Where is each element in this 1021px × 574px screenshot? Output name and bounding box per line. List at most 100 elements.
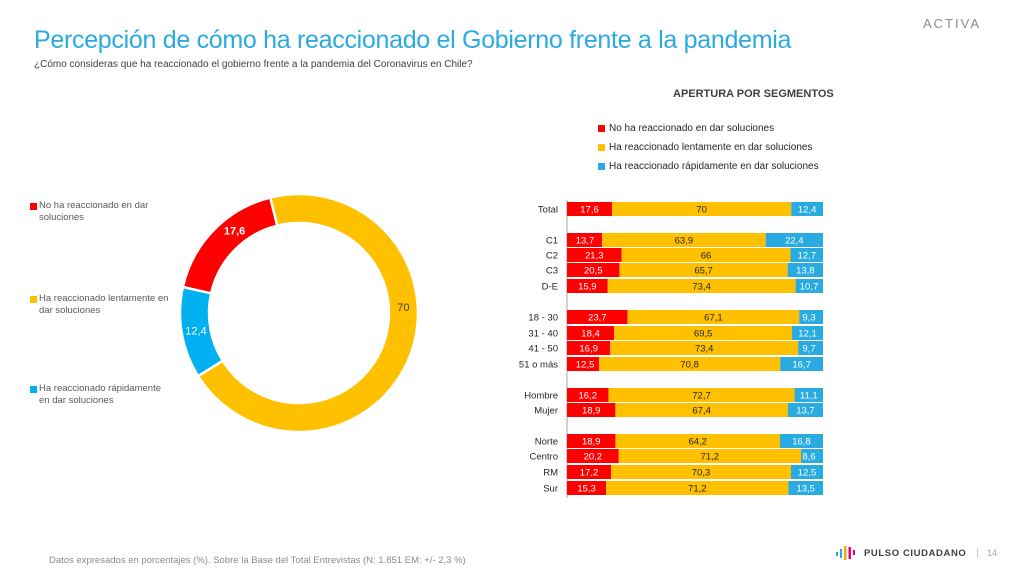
bar-value-label: 65,7 [694, 266, 713, 277]
bar-segment-lentamente [608, 388, 795, 402]
category-label: Mujer [534, 406, 558, 417]
bar-segment-rapidamente [794, 388, 823, 402]
stacked-bar-chart: Total 17,6 70 12,4 C1 13,7 63,9 22,4 C2 21,3 66 12,… [519, 200, 823, 498]
bar-value-label: 22,4 [785, 236, 804, 247]
legend-item-rapidamente: Ha reaccionado rápidamente en dar soluci… [30, 383, 170, 407]
legend-item-lentamente: Ha reaccionado lentamente en dar solucio… [598, 141, 819, 154]
legend-label: Ha reaccionado lentamente en dar solucio… [39, 293, 169, 316]
bar-value-label: 11,1 [800, 391, 818, 402]
bar-value-label: 73,4 [695, 344, 714, 355]
bar-segment-rapidamente [799, 310, 823, 324]
bar-value-label: 12,4 [798, 205, 817, 216]
bar-segment-lentamente [602, 233, 766, 247]
legend-item-no-reacciona: No ha reaccionado en dar soluciones [598, 122, 819, 135]
bar-value-label: 64,2 [688, 437, 707, 448]
bar-segment-lentamente [618, 449, 801, 463]
bar-segment-lentamente [607, 279, 796, 293]
bar-value-label: 70 [696, 205, 707, 216]
bar-value-label: 8,6 [802, 452, 815, 463]
bar-value-label: 63,9 [675, 236, 694, 247]
page-number: 14 [987, 548, 998, 558]
category-label: 18 - 30 [528, 313, 558, 324]
category-label: 41 - 50 [528, 344, 558, 355]
bar-value-label: 21,3 [585, 251, 604, 262]
bar-value-label: 15,9 [578, 282, 597, 293]
bar-value-label: 13,7 [576, 236, 595, 247]
bar-segment-rapidamente [790, 248, 823, 262]
donut-value-label: 17,6 [224, 226, 245, 238]
category-label: 51 o más [519, 360, 558, 371]
bar-value-label: 13,8 [796, 266, 815, 277]
bar-segment-rapidamente [787, 263, 823, 277]
page-title: Percepción de cómo ha reaccionado el Gob… [34, 26, 792, 54]
bar-segment-rapidamente [779, 434, 823, 448]
bar-legend: No ha reaccionado en dar soluciones Ha r… [598, 122, 819, 179]
bar-segment-lentamente [612, 202, 792, 216]
bar-segment-no-reacciona [567, 310, 628, 324]
bar-value-label: 12,5 [576, 360, 595, 371]
pulso-ciudadano-text: PULSO CIUDADANO [864, 547, 967, 559]
category-label: Total [538, 205, 558, 216]
bar-value-label: 12,7 [797, 251, 816, 262]
legend-swatch-yellow [30, 296, 37, 303]
bar-value-label: 16,7 [792, 360, 811, 371]
bar-segment-lentamente [621, 248, 791, 262]
category-label: Sur [543, 484, 558, 495]
bar-value-label: 69,5 [694, 329, 713, 340]
category-label: C3 [546, 266, 558, 277]
bar-value-label: 18,9 [582, 437, 601, 448]
bar-value-label: 10,7 [800, 282, 819, 293]
bar-segment-no-reacciona [567, 248, 622, 262]
bar-value-label: 73,4 [692, 282, 711, 293]
bar-segment-lentamente [614, 326, 793, 340]
bar-segment-no-reacciona [567, 279, 608, 293]
bar-value-label: 16,9 [579, 344, 598, 355]
bar-value-label: 66 [701, 251, 712, 262]
legend-swatch-blue [30, 386, 37, 393]
activa-logo: ACTIVA [923, 16, 981, 31]
bar-segment-no-reacciona [567, 449, 619, 463]
bar-segment-lentamente [611, 465, 791, 479]
bar-segment-lentamente [606, 481, 789, 495]
category-label: D-E [542, 282, 558, 293]
category-label: Norte [535, 437, 558, 448]
bar-value-label: 23,7 [588, 313, 607, 324]
legend-swatch-blue [598, 163, 605, 170]
bar-value-label: 15,3 [577, 484, 596, 495]
category-label: C2 [546, 251, 558, 262]
bar-value-label: 16,2 [578, 391, 597, 402]
bar-segment-rapidamente [791, 465, 823, 479]
legend-label: Ha reaccionado lentamente en dar solucio… [609, 142, 813, 153]
bar-value-label: 67,1 [704, 313, 723, 324]
bar-segment-no-reacciona [567, 465, 612, 479]
bar-segment-rapidamente [791, 202, 823, 216]
donut-slice-no-reacciona [181, 196, 279, 295]
legend-item-lentamente: Ha reaccionado lentamente en dar solucio… [30, 293, 170, 317]
bar-segment-no-reacciona [567, 403, 616, 417]
bar-value-label: 17,6 [580, 205, 599, 216]
bar-segment-rapidamente [787, 403, 823, 417]
pulso-ciudadano-logo: PULSO CIUDADANO | 14 [836, 546, 997, 560]
category-label: RM [543, 468, 558, 479]
bar-segment-lentamente [610, 341, 799, 355]
bar-segment-rapidamente [792, 326, 823, 340]
bar-segment-lentamente [615, 403, 788, 417]
bar-value-label: 20,5 [584, 266, 603, 277]
bar-segment-no-reacciona [567, 263, 620, 277]
bar-segment-rapidamente [798, 341, 823, 355]
bar-value-label: 12,1 [798, 329, 817, 340]
category-label: Hombre [524, 391, 558, 402]
bar-value-label: 71,2 [701, 452, 720, 463]
legend-label: Ha reaccionado rápidamente en dar soluci… [609, 161, 819, 172]
bar-segment-no-reacciona [567, 388, 609, 402]
bar-value-label: 20,2 [584, 452, 603, 463]
bar-segment-no-reacciona [567, 341, 611, 355]
bar-value-label: 13,7 [796, 406, 815, 417]
legend-swatch-red [30, 203, 37, 210]
page-subtitle: ¿Cómo consideras que ha reaccionado el g… [34, 59, 473, 70]
bar-segment-lentamente [627, 310, 800, 324]
donut-value-label: 70 [397, 302, 409, 314]
bar-segment-lentamente [619, 263, 788, 277]
footer-note: Datos expresados en porcentajes (%). Sob… [49, 555, 466, 566]
bar-segment-no-reacciona [567, 481, 607, 495]
